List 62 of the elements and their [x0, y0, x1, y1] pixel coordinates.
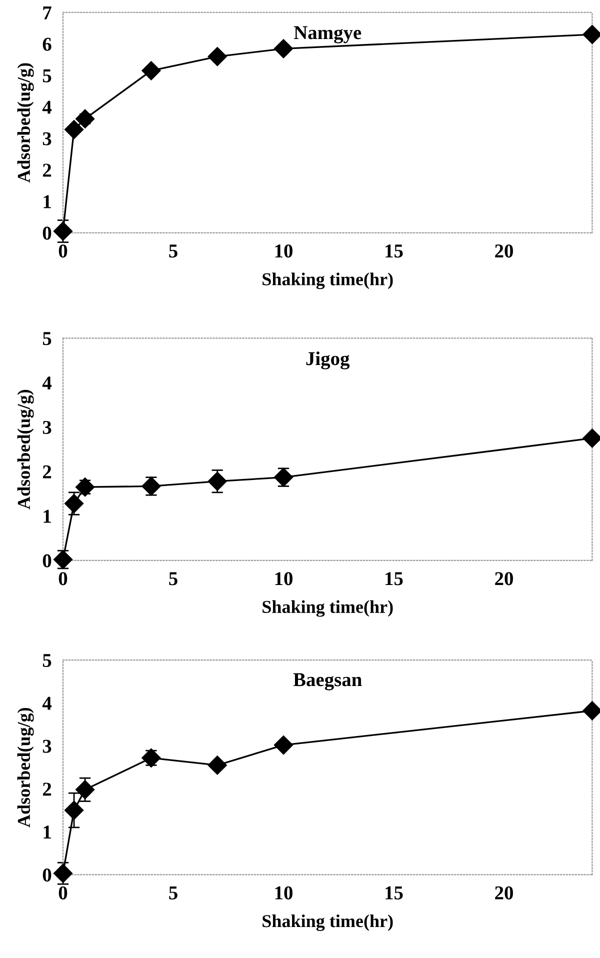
point [53, 550, 73, 570]
point [274, 39, 294, 58]
y-tick-label: 2 [42, 465, 52, 478]
x-tick-label: 5 [169, 572, 178, 586]
point [53, 864, 73, 883]
x-tick-label: 10 [275, 244, 292, 258]
x-tick-label: 0 [58, 244, 68, 258]
x-tick-label: 0 [58, 886, 68, 900]
x-tick-label: 20 [495, 244, 513, 258]
y-tick-label: 3 [42, 740, 52, 753]
point [274, 468, 294, 487]
point [208, 46, 227, 66]
point [142, 748, 161, 768]
x-tick-label: 10 [275, 572, 292, 586]
point [53, 222, 73, 241]
y-tick-label: 5 [42, 332, 52, 346]
text: Baegsan [293, 673, 362, 690]
y-tick-label: 3 [42, 132, 52, 146]
x-tick-label: 5 [169, 886, 178, 900]
y-tick-label: 3 [42, 420, 52, 434]
y-tick-label: 1 [44, 195, 51, 208]
text: Namgye [294, 26, 362, 44]
y-tick-label: 2 [42, 782, 52, 796]
point [76, 109, 95, 128]
y-axis-title: Adsorbed(ug/g) [17, 63, 34, 183]
x-axis-title: Shaking time(hr) [262, 272, 393, 290]
y-tick-label: 4 [42, 376, 52, 390]
y-tick-label: 6 [42, 38, 52, 51]
x-tick-label: 5 [169, 244, 178, 258]
y-tick-label: 4 [42, 100, 52, 114]
x-tick-label: 15 [386, 572, 403, 586]
x-axis-title: Shaking time(hr) [262, 600, 393, 617]
y-tick-label: 5 [42, 654, 52, 667]
y-axis-title: Adsorbed(ug/g) [17, 708, 34, 828]
text: Jigog [306, 352, 350, 370]
x-tick-label: 0 [58, 572, 68, 586]
x-tick-label: 20 [495, 572, 513, 586]
point [76, 478, 95, 497]
point [208, 472, 227, 491]
y-tick-label: 2 [42, 164, 52, 177]
y-tick-label: 1 [44, 826, 51, 838]
point [142, 476, 161, 496]
point [64, 120, 84, 140]
y-tick-label: 0 [42, 868, 52, 882]
x-tick-label: 20 [495, 886, 513, 900]
y-axis-title: Adsorbed(ug/g) [17, 390, 34, 510]
y-tick-label: 0 [42, 554, 52, 568]
y-tick-label: 4 [42, 696, 52, 710]
y-tick-label: 7 [43, 6, 52, 20]
x-axis-title: Shaking time(hr) [262, 914, 393, 932]
point [64, 800, 84, 820]
point [64, 494, 84, 514]
x-tick-label: 15 [386, 244, 403, 258]
point [274, 736, 294, 755]
point [208, 756, 227, 775]
y-tick-label: 1 [44, 510, 51, 523]
point [76, 780, 95, 800]
x-tick-label: 10 [275, 886, 292, 900]
y-tick-label: 0 [42, 226, 52, 240]
x-tick-label: 15 [386, 886, 403, 900]
point [142, 61, 161, 80]
y-tick-label: 5 [42, 69, 52, 82]
